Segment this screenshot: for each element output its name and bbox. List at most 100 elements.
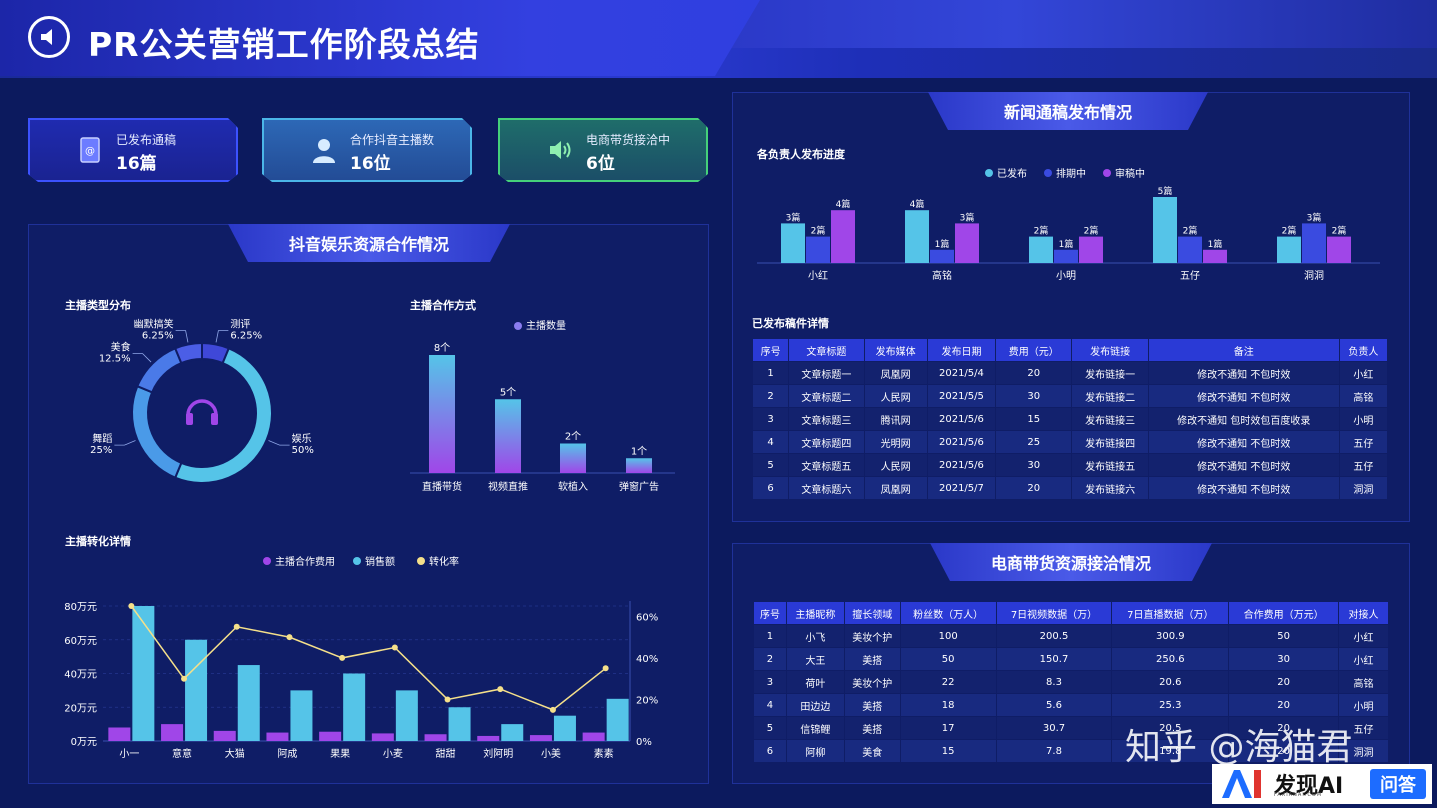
table-cell: 美妆个护 xyxy=(843,670,901,694)
table-cell: 文章标题三 xyxy=(788,407,865,431)
table-cell: 阿柳 xyxy=(785,739,845,763)
donut-label: 舞蹈 xyxy=(92,433,112,445)
sales-bar xyxy=(132,606,155,741)
conversion-rate-point xyxy=(233,623,240,630)
progress-value-label: 2篇 xyxy=(1332,225,1347,237)
table-cell: 文章标题六 xyxy=(788,476,865,500)
douyin-panel-title: 抖音娱乐资源合作情况 xyxy=(228,224,510,262)
progress-bar xyxy=(1178,236,1202,263)
donut-leader xyxy=(132,353,152,363)
table-cell: 文章标题四 xyxy=(788,430,865,454)
progress-title: 各负责人发布进度 xyxy=(757,148,845,161)
table-cell: 小红 xyxy=(1338,624,1389,648)
progress-value-label: 2篇 xyxy=(1084,225,1099,237)
table-cell: 20 xyxy=(1228,716,1340,740)
table-cell: 小红 xyxy=(1338,361,1389,385)
legend-label: 排期中 xyxy=(1056,167,1086,180)
table-cell: 19.8 xyxy=(1111,739,1230,763)
badge-text: 发现AI xyxy=(1274,774,1344,799)
donut-label: 测评 xyxy=(230,318,250,331)
badge-sub: FAXIANAI.COM xyxy=(1274,792,1323,798)
user-icon xyxy=(310,136,338,164)
kpi-value: 6位 xyxy=(586,154,615,174)
legend-dot xyxy=(353,557,361,565)
conversion-category-label: 刘阿明 xyxy=(483,748,513,760)
progress-value-label: 1篇 xyxy=(935,238,950,250)
left-tick-label: 40万元 xyxy=(64,670,97,681)
address-book-icon: @ xyxy=(76,136,104,164)
progress-bar xyxy=(930,249,954,263)
progress-value-label: 2篇 xyxy=(1183,225,1198,237)
table-row: 2 文章标题二 人民网 2021/5/5 30 发布链接二 修改不通知 不包时效 高铭 xyxy=(751,384,1389,408)
progress-bar xyxy=(1054,249,1078,263)
kpi-card-ecommerce: 电商带货接洽中 6位 xyxy=(498,118,708,182)
table-cell: 美妆个护 xyxy=(843,624,901,648)
donut-pct: 25% xyxy=(90,445,112,456)
ecommerce-panel-title: 电商带货资源接洽情况 xyxy=(930,543,1212,581)
legend-dot xyxy=(514,322,522,330)
sales-bar xyxy=(290,690,313,741)
progress-bar xyxy=(1302,223,1326,263)
progress-value-label: 1篇 xyxy=(1059,238,1074,250)
table-cell: 2 xyxy=(751,384,790,408)
table-cell: 300.9 xyxy=(1111,624,1230,648)
progress-bar xyxy=(905,210,929,263)
donut-slice xyxy=(173,341,203,365)
donut-leader xyxy=(114,440,136,446)
table-cell: 30 xyxy=(1228,647,1340,671)
table-cell: 修改不通知 不包时效 xyxy=(1147,476,1340,500)
conversion-rate-point xyxy=(391,644,398,651)
progress-bar xyxy=(1079,236,1103,263)
progress-value-label: 1篇 xyxy=(1208,238,1223,250)
right-tick-label: 40% xyxy=(636,654,658,665)
news-panel-title: 新闻通稿发布情况 xyxy=(928,92,1208,130)
table-cell: 22 xyxy=(899,670,997,694)
table-cell: 发布链接一 xyxy=(1071,361,1149,385)
sales-bar xyxy=(553,715,576,741)
cost-bar xyxy=(371,733,394,741)
progress-bar xyxy=(1277,236,1301,263)
table-cell: 15 xyxy=(899,739,997,763)
table-header-cell: 文章标题 xyxy=(788,338,865,362)
mode-bar xyxy=(560,443,586,473)
header-decoration xyxy=(730,0,1437,48)
table-cell: 30.7 xyxy=(995,716,1113,740)
progress-bar xyxy=(1153,197,1177,263)
mode-category-label: 视频直推 xyxy=(488,480,528,493)
mode-category-label: 直播带货 xyxy=(422,480,462,493)
table-row: 6 阿柳 美食 15 7.8 19.8 20 洞洞 xyxy=(753,739,1389,763)
faxianai-badge[interactable]: 发现AI FAXIANAI.COM 问答 xyxy=(1212,764,1432,804)
table-cell: 20 xyxy=(1228,739,1340,763)
sales-bar xyxy=(185,639,208,741)
conversion-rate-line xyxy=(130,605,607,711)
table-row: 2 大王 美搭 50 150.7 250.6 30 小红 xyxy=(753,647,1389,671)
table-header-cell: 粉丝数（万人） xyxy=(899,601,997,625)
table-header-cell: 擅长领域 xyxy=(843,601,901,625)
table-cell: 2021/5/4 xyxy=(926,361,997,385)
table-cell: 修改不通知 包时效包百度收录 xyxy=(1147,407,1340,431)
table-cell: 20.5 xyxy=(1111,716,1230,740)
progress-value-label: 4篇 xyxy=(910,198,925,210)
cost-bar xyxy=(529,735,552,741)
progress-bar xyxy=(955,223,979,263)
cost-bar xyxy=(477,735,500,741)
conversion-category-label: 意意 xyxy=(172,747,192,760)
table-cell: 修改不通知 不包时效 xyxy=(1147,361,1340,385)
legend-dot xyxy=(417,557,425,565)
progress-category-label: 五仔 xyxy=(1180,270,1200,282)
table-cell: 5 xyxy=(753,716,787,740)
conversion-rate-point xyxy=(549,706,556,713)
table-cell: 大王 xyxy=(785,647,845,671)
page-title: PR公关营销工作阶段总结 xyxy=(88,25,480,64)
mode-category-label: 软植入 xyxy=(558,480,588,493)
table-cell: 6 xyxy=(753,739,787,763)
table-cell: 小红 xyxy=(1338,647,1389,671)
progress-value-label: 3篇 xyxy=(960,211,975,223)
qa-button[interactable]: 问答 xyxy=(1370,769,1426,799)
table-row: 3 文章标题三 腾讯网 2021/5/6 15 发布链接三 修改不通知 包时效包百度收录 小明 xyxy=(751,407,1389,431)
table-cell: 文章标题五 xyxy=(788,453,865,477)
table-cell: 文章标题二 xyxy=(788,384,865,408)
